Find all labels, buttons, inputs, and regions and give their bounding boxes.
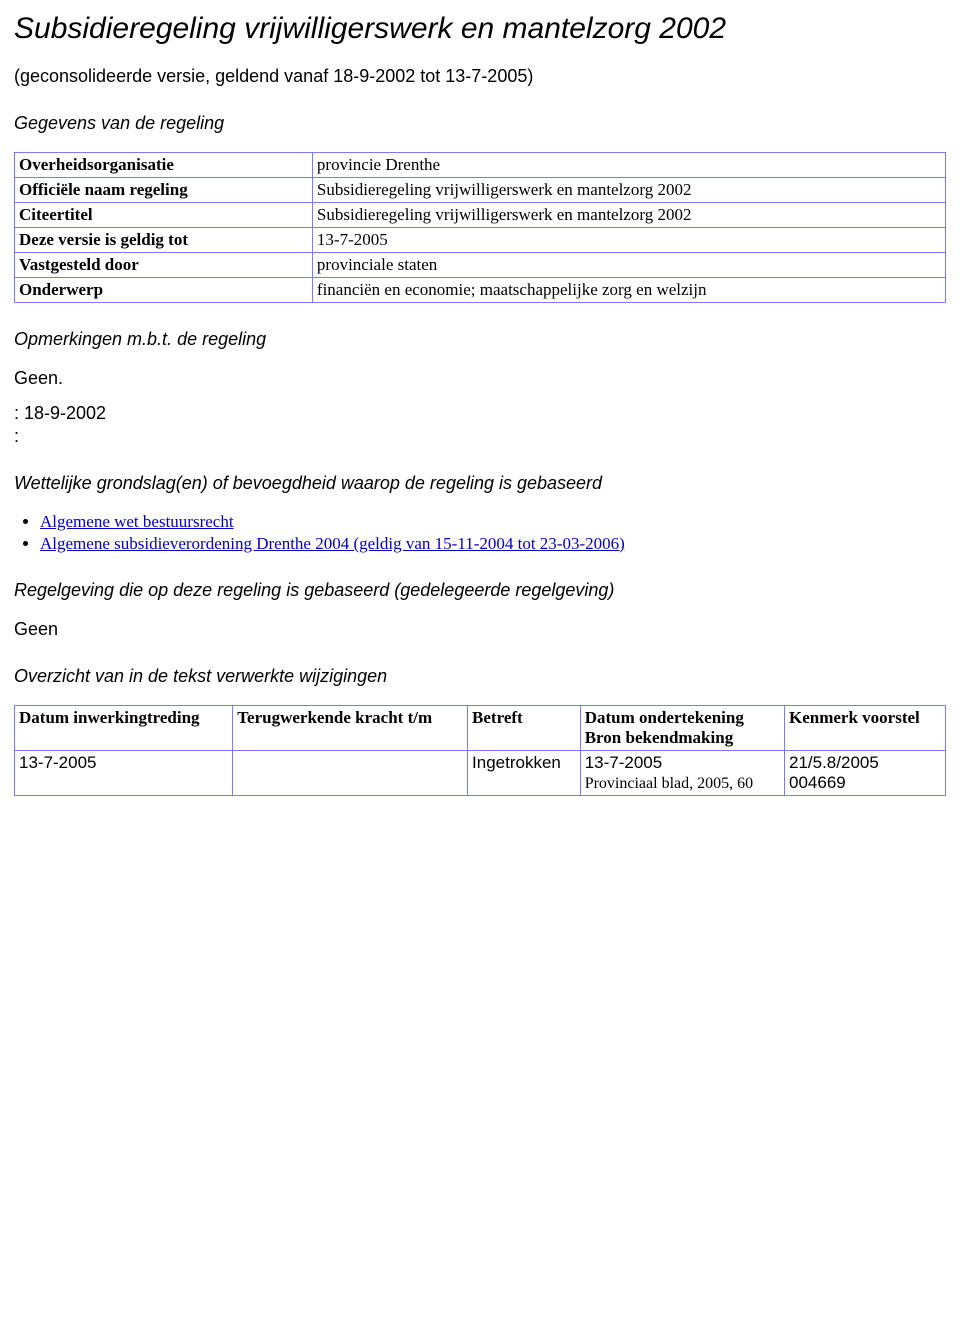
changes-c4: 13-7-2005 Provinciaal blad, 2005, 60 xyxy=(580,750,784,795)
changes-header-c4: Datum ondertekening Bron bekendmaking xyxy=(580,705,784,750)
changes-header-c1: Datum inwerkingtreding xyxy=(15,705,233,750)
info-label: Deze versie is geldig tot xyxy=(15,227,313,252)
section-gegevens: Gegevens van de regeling xyxy=(14,113,946,134)
changes-c3: Ingetrokken xyxy=(468,750,581,795)
changes-table: Datum inwerkingtreding Terugwerkende kra… xyxy=(14,705,946,796)
info-value: Subsidieregeling vrijwilligerswerk en ma… xyxy=(312,202,945,227)
section-grondslag: Wettelijke grondslag(en) of bevoegdheid … xyxy=(14,473,946,494)
opmerkingen-line2: : xyxy=(14,426,946,447)
changes-c2 xyxy=(233,750,468,795)
info-table: Overheidsorganisatieprovincie DrentheOff… xyxy=(14,152,946,303)
info-label: Officiële naam regeling xyxy=(15,177,313,202)
changes-header-c3: Betreft xyxy=(468,705,581,750)
info-label: Overheidsorganisatie xyxy=(15,152,313,177)
section-wijzigingen: Overzicht van in de tekst verwerkte wijz… xyxy=(14,666,946,687)
info-label: Vastgesteld door xyxy=(15,252,313,277)
section-gedelegeerd: Regelgeving die op deze regeling is geba… xyxy=(14,580,946,601)
grondslag-item: Algemene wet bestuursrecht xyxy=(40,512,946,532)
subtitle: (geconsolideerde versie, geldend vanaf 1… xyxy=(14,66,946,87)
changes-c5: 21/5.8/2005 004669 xyxy=(785,750,946,795)
grondslag-item: Algemene subsidieverordening Drenthe 200… xyxy=(40,534,946,554)
grondslag-link[interactable]: Algemene subsidieverordening Drenthe 200… xyxy=(40,534,625,553)
opmerkingen-line1: : 18-9-2002 xyxy=(14,403,946,424)
grondslag-list: Algemene wet bestuursrecht Algemene subsi… xyxy=(40,512,946,554)
info-value: provinciale staten xyxy=(312,252,945,277)
gedelegeerd-body: Geen xyxy=(14,619,946,640)
changes-row: 13-7-2005 Ingetrokken 13-7-2005 Provinci… xyxy=(15,750,946,795)
info-value: 13-7-2005 xyxy=(312,227,945,252)
grondslag-link[interactable]: Algemene wet bestuursrecht xyxy=(40,512,234,531)
changes-c1: 13-7-2005 xyxy=(15,750,233,795)
info-label: Onderwerp xyxy=(15,277,313,302)
info-value: Subsidieregeling vrijwilligerswerk en ma… xyxy=(312,177,945,202)
info-value: financiën en economie; maatschappelijke … xyxy=(312,277,945,302)
changes-header-c5: Kenmerk voorstel xyxy=(785,705,946,750)
section-opmerkingen: Opmerkingen m.b.t. de regeling xyxy=(14,329,946,350)
changes-header-c2: Terugwerkende kracht t/m xyxy=(233,705,468,750)
info-label: Citeertitel xyxy=(15,202,313,227)
page-title: Subsidieregeling vrijwilligerswerk en ma… xyxy=(14,10,946,48)
info-value: provincie Drenthe xyxy=(312,152,945,177)
opmerkingen-geen: Geen. xyxy=(14,368,946,389)
